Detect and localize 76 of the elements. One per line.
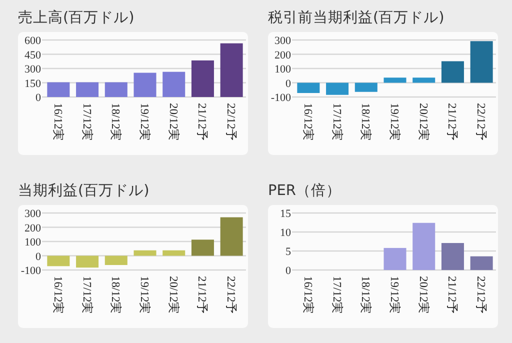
bar <box>134 72 156 97</box>
bar <box>191 60 214 97</box>
x-tick-label: 18/12実 <box>359 276 374 314</box>
bar <box>162 72 186 97</box>
y-tick-label: 200 <box>274 49 292 62</box>
bar <box>441 243 464 270</box>
bar <box>76 256 99 268</box>
bar <box>220 43 243 97</box>
bar <box>412 78 436 83</box>
bar <box>412 222 436 270</box>
x-tick-label: 18/12実 <box>359 103 374 142</box>
x-tick-label: 16/12実 <box>51 103 66 142</box>
y-tick-label: 0 <box>286 265 292 277</box>
x-tick-label: 16/12実 <box>51 276 66 314</box>
bar <box>104 256 128 266</box>
bar <box>104 82 128 97</box>
x-tick-label: 22/12予 <box>474 103 488 142</box>
y-tick-label: 10 <box>280 227 292 239</box>
y-tick-label: 0 <box>286 78 292 90</box>
y-tick-label: 200 <box>24 222 42 234</box>
chart-title: 売上高(百万ドル) <box>18 9 134 26</box>
y-tick-label: 15 <box>280 208 292 220</box>
x-tick-label: 21/12予 <box>446 276 459 314</box>
y-tick-label: 300 <box>24 208 42 220</box>
chart-title: 税引前当期利益(百万ドル) <box>268 9 444 26</box>
x-tick-label: 21/12予 <box>446 103 459 142</box>
bar <box>47 256 70 266</box>
x-tick-label: 19/12実 <box>138 276 152 314</box>
chart-title: PER（倍） <box>268 182 341 199</box>
bar <box>354 82 378 92</box>
x-tick-label: 17/12実 <box>80 276 94 314</box>
bar <box>384 248 406 270</box>
x-tick-label: 22/12予 <box>224 103 238 142</box>
bar <box>76 82 99 97</box>
bar <box>220 217 243 256</box>
bar <box>470 256 493 270</box>
x-tick-label: 19/12実 <box>138 103 152 142</box>
bar <box>47 82 70 97</box>
y-tick-label: 100 <box>274 64 292 76</box>
x-tick-label: 22/12予 <box>224 276 238 314</box>
x-tick-label: 18/12実 <box>109 103 124 142</box>
y-tick-label: 5 <box>286 246 292 258</box>
x-tick-label: 17/12実 <box>80 103 94 142</box>
chart-title: 当期利益(百万ドル) <box>18 182 150 199</box>
bar <box>384 78 406 83</box>
bar <box>326 82 349 95</box>
y-tick-label: 600 <box>24 35 42 47</box>
bar <box>191 240 214 256</box>
x-tick-label: 22/12予 <box>474 276 488 314</box>
y-tick-label: 450 <box>24 49 42 62</box>
bar <box>134 250 156 256</box>
x-tick-label: 20/12実 <box>166 276 181 314</box>
y-tick-label: -100 <box>20 265 42 277</box>
y-tick-label: 100 <box>24 236 42 248</box>
x-tick-label: 19/12実 <box>388 103 402 142</box>
bar <box>470 41 493 83</box>
x-tick-label: 19/12実 <box>388 276 402 314</box>
x-tick-label: 20/12実 <box>416 276 431 314</box>
bar <box>297 82 320 94</box>
x-tick-label: 20/12実 <box>166 103 181 142</box>
y-tick-label: 150 <box>24 78 42 90</box>
y-tick-label: 0 <box>36 250 42 263</box>
x-tick-label: 16/12実 <box>301 276 316 314</box>
x-tick-label: 20/12実 <box>416 103 431 142</box>
x-tick-label: 18/12実 <box>109 276 124 314</box>
x-tick-label: 17/12実 <box>330 276 344 314</box>
y-tick-label: 300 <box>24 64 42 76</box>
bar <box>441 61 464 83</box>
y-tick-label: -100 <box>270 92 292 104</box>
x-tick-label: 16/12実 <box>301 103 316 142</box>
x-tick-label: 21/12予 <box>196 276 209 314</box>
y-tick-label: 300 <box>274 35 292 47</box>
x-tick-label: 21/12予 <box>196 103 209 142</box>
bar <box>162 250 186 256</box>
x-tick-label: 17/12実 <box>330 103 344 142</box>
y-tick-label: 0 <box>36 92 42 104</box>
